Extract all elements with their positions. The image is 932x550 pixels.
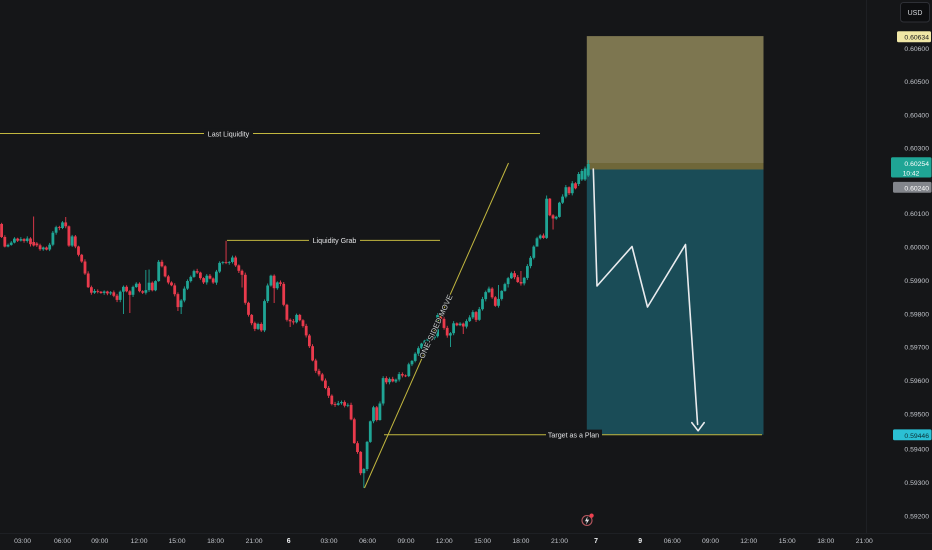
svg-text:0.59300: 0.59300 [904, 480, 929, 487]
svg-text:15:00: 15:00 [168, 538, 185, 545]
svg-text:0.60000: 0.60000 [904, 244, 929, 251]
svg-text:Target as a Plan: Target as a Plan [548, 432, 599, 440]
svg-text:09:00: 09:00 [397, 538, 414, 545]
svg-text:21:00: 21:00 [856, 538, 873, 545]
svg-text:06:00: 06:00 [664, 538, 681, 545]
svg-text:Last Liquidity: Last Liquidity [208, 130, 250, 138]
svg-text:0.60300: 0.60300 [904, 145, 929, 152]
svg-text:21:00: 21:00 [551, 538, 568, 545]
svg-text:7: 7 [594, 538, 598, 545]
svg-text:0.60254: 0.60254 [904, 161, 929, 168]
svg-text:0.59800: 0.59800 [904, 311, 929, 318]
svg-text:06:00: 06:00 [359, 538, 376, 545]
svg-text:USD: USD [908, 10, 923, 17]
svg-text:21:00: 21:00 [246, 538, 263, 545]
svg-text:09:00: 09:00 [91, 538, 108, 545]
svg-text:0.60400: 0.60400 [904, 112, 929, 119]
svg-text:0.60240: 0.60240 [904, 185, 929, 192]
svg-text:0.60600: 0.60600 [904, 46, 929, 53]
svg-text:0.60634: 0.60634 [904, 35, 929, 42]
svg-text:0.59400: 0.59400 [904, 446, 929, 453]
svg-text:15:00: 15:00 [474, 538, 491, 545]
svg-text:18:00: 18:00 [207, 538, 224, 545]
svg-text:03:00: 03:00 [14, 538, 31, 545]
svg-text:18:00: 18:00 [512, 538, 529, 545]
svg-text:12:00: 12:00 [130, 538, 147, 545]
svg-text:0.59700: 0.59700 [904, 345, 929, 352]
svg-text:0.60100: 0.60100 [904, 211, 929, 218]
svg-text:15:00: 15:00 [779, 538, 796, 545]
svg-text:09:00: 09:00 [702, 538, 719, 545]
svg-text:0.59200: 0.59200 [904, 514, 929, 521]
svg-text:0.59600: 0.59600 [904, 378, 929, 385]
svg-text:12:00: 12:00 [740, 538, 757, 545]
svg-text:0.60500: 0.60500 [904, 79, 929, 86]
svg-text:6: 6 [287, 538, 291, 545]
svg-text:Liquidity Grab: Liquidity Grab [313, 237, 357, 245]
svg-text:0.59900: 0.59900 [904, 278, 929, 285]
svg-text:0.59500: 0.59500 [904, 412, 929, 419]
svg-text:9: 9 [638, 538, 642, 545]
svg-text:0.59446: 0.59446 [904, 433, 929, 440]
svg-text:06:00: 06:00 [54, 538, 71, 545]
svg-text:10:42: 10:42 [903, 170, 920, 177]
svg-text:12:00: 12:00 [436, 538, 453, 545]
svg-text:18:00: 18:00 [817, 538, 834, 545]
svg-text:03:00: 03:00 [320, 538, 337, 545]
